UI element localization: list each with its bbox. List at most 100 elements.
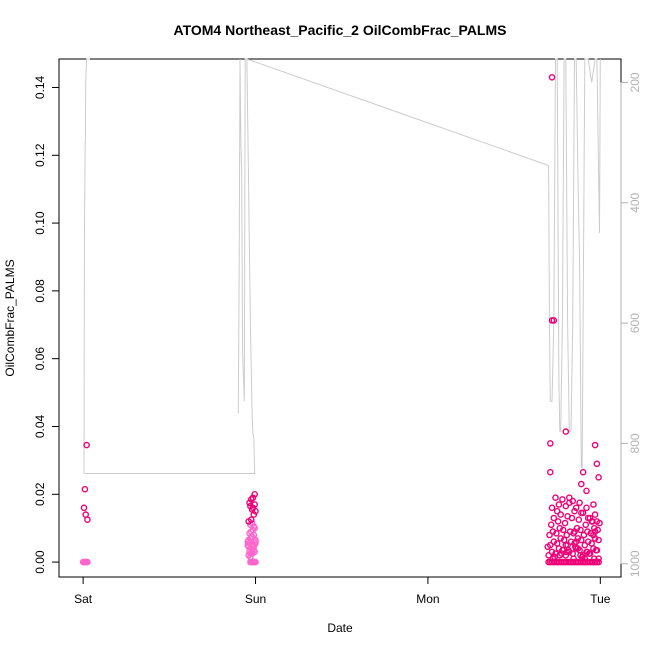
x-tick-label: Sat [74, 592, 93, 606]
y-tick-label: 0.10 [33, 211, 47, 235]
data-point [590, 501, 597, 508]
data-point [549, 528, 557, 535]
right-y-tick-label: 200 [628, 72, 642, 92]
data-point [248, 506, 256, 513]
right-y-tick-label: 800 [628, 433, 642, 453]
data-point [572, 504, 580, 512]
data-point [585, 550, 593, 557]
right-y-tick-label: 600 [628, 313, 642, 333]
data-point [252, 536, 259, 544]
data-point [553, 530, 560, 537]
data-point [80, 504, 88, 512]
y-axis: 0.00 0.02 0.04 0.06 0.08 0.10 0.12 0.14 [33, 75, 60, 574]
altitude-line-layer [83, 58, 601, 474]
data-point [548, 74, 556, 81]
data-point [251, 490, 258, 498]
data-point [581, 555, 589, 563]
y-tick-label: 0.08 [33, 279, 47, 303]
plot-frame [58, 58, 622, 578]
data-point [554, 518, 562, 525]
data-point [556, 524, 564, 532]
data-point [595, 536, 602, 544]
data-point [562, 541, 570, 549]
data-point [248, 519, 256, 527]
data-point [577, 552, 584, 559]
data-point [547, 440, 554, 447]
x-axis-label: Date [327, 621, 353, 635]
data-point [555, 501, 563, 508]
points-layer [79, 74, 603, 566]
data-point [588, 518, 596, 525]
data-point [588, 540, 596, 547]
data-point [583, 487, 590, 495]
data-point [591, 511, 599, 518]
data-point [591, 535, 599, 542]
data-point [578, 480, 585, 488]
data-point [571, 507, 578, 515]
data-point [563, 531, 571, 539]
data-point [252, 558, 259, 566]
data-point [550, 317, 558, 324]
right-y-tick-label: 400 [628, 192, 642, 212]
data-point [84, 516, 91, 524]
data-point [580, 531, 588, 539]
data-point [579, 468, 587, 476]
data-point [590, 531, 597, 539]
right-y-axis: 200 400 600 800 1000 [620, 72, 642, 577]
data-point [559, 526, 567, 534]
data-point [246, 540, 253, 547]
data-point [548, 504, 556, 512]
data-point [561, 519, 569, 527]
data-point [569, 497, 577, 505]
y-tick-label: 0.14 [33, 75, 47, 99]
data-point [574, 545, 582, 552]
altitude-line-segment [246, 58, 549, 166]
altitude-line-segment [237, 58, 256, 474]
data-point [595, 558, 602, 566]
data-point [247, 496, 255, 503]
data-point [570, 555, 577, 563]
x-tick-label: Tue [590, 592, 611, 606]
data-point [557, 535, 565, 542]
data-point [593, 460, 601, 468]
data-point [564, 513, 571, 520]
data-point [250, 546, 258, 554]
data-point [547, 521, 555, 529]
data-point [566, 528, 574, 535]
data-point [584, 548, 591, 556]
data-point [591, 528, 599, 535]
data-point [565, 546, 572, 554]
data-point [547, 468, 554, 476]
data-point [247, 553, 254, 561]
data-point [591, 441, 599, 449]
data-point [562, 428, 570, 435]
data-point [557, 511, 565, 518]
data-point [548, 548, 556, 556]
x-axis: Sat Sun Mon Tue [74, 576, 611, 606]
y-tick-label: 0.06 [33, 347, 47, 371]
data-point [546, 531, 553, 539]
data-point [556, 552, 564, 559]
data-point [246, 499, 253, 507]
altitude-line-segment [548, 58, 601, 468]
data-point [247, 516, 255, 524]
data-point [550, 538, 558, 546]
data-point [248, 550, 256, 557]
data-point [571, 528, 578, 535]
data-point [582, 521, 590, 529]
data-point [244, 541, 252, 549]
data-point [545, 552, 552, 559]
data-point [559, 496, 566, 503]
data-point [576, 499, 583, 507]
y-tick-label: 0.04 [33, 414, 47, 438]
data-point [563, 548, 571, 556]
data-point [584, 538, 592, 546]
data-point [544, 543, 552, 551]
data-point [584, 528, 591, 535]
data-point [549, 555, 557, 563]
y-tick-label: 0.12 [33, 143, 47, 167]
data-point [583, 504, 590, 512]
data-point [591, 555, 598, 563]
data-point [553, 507, 561, 515]
